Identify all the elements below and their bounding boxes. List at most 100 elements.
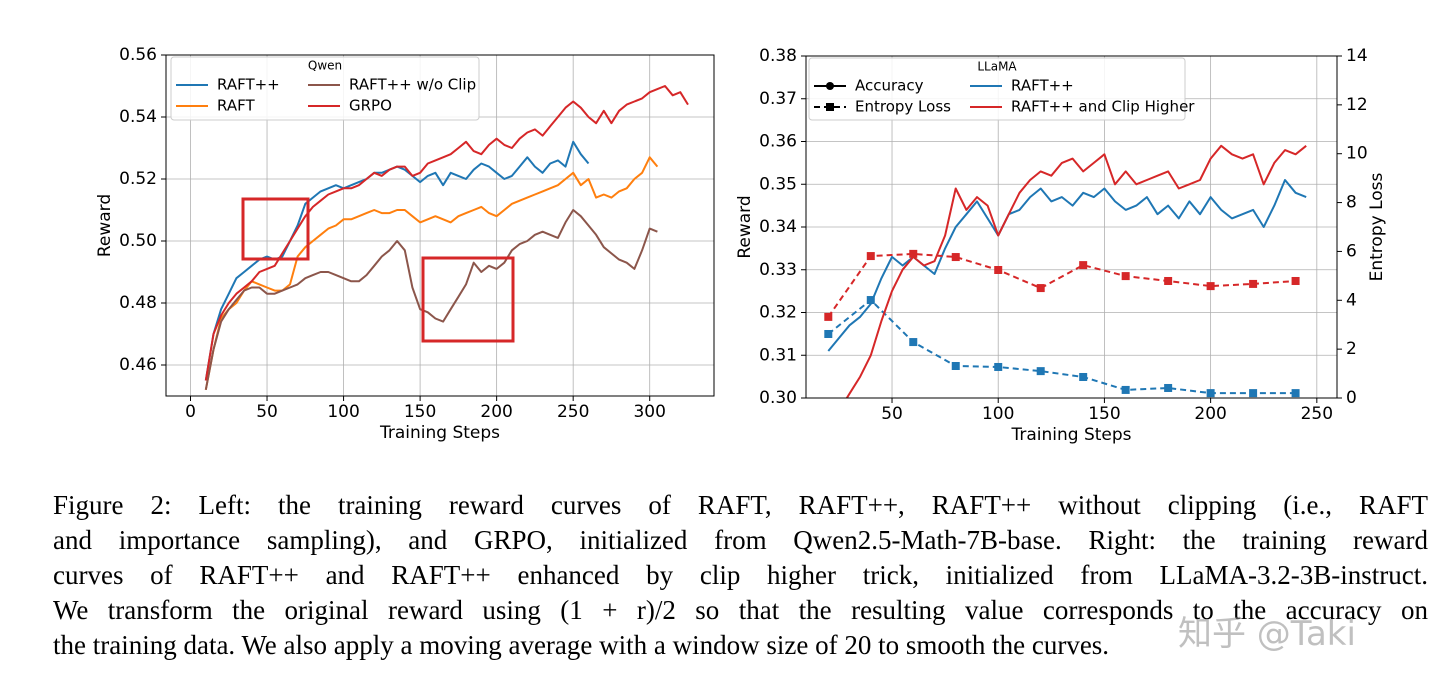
y-tick-label: 0.50 <box>119 231 157 251</box>
legend-box <box>170 56 480 121</box>
y-tick-label: 0.30 <box>759 388 797 408</box>
entropy-marker <box>994 362 1003 371</box>
legend-label: RAFT++ and Clip Higher <box>1011 98 1195 116</box>
y-tick-label: 0.52 <box>119 169 157 189</box>
legend-label: GRPO <box>349 97 392 115</box>
x-tick-label: 200 <box>480 402 512 422</box>
y-tick-label: 0.56 <box>119 45 157 65</box>
legend-label: Entropy Loss <box>855 98 951 116</box>
legend-label: RAFT++ <box>217 76 280 94</box>
entropy-marker <box>824 312 833 321</box>
x-tick-label: 250 <box>1301 404 1333 424</box>
x-tick-label: 100 <box>982 404 1014 424</box>
y2-tick-label: 2 <box>1346 339 1357 359</box>
x-tick-label: 50 <box>881 404 903 424</box>
x-tick-label: 150 <box>1088 404 1120 424</box>
series-line <box>845 144 1307 398</box>
x-tick-label: 50 <box>256 402 278 422</box>
entropy-marker <box>1164 276 1173 285</box>
watermark: 知乎 @Taki <box>1178 614 1356 654</box>
caption-line: and importance sampling), and GRPO, init… <box>53 525 1428 555</box>
y-tick-label: 0.33 <box>759 260 797 280</box>
legend-label: RAFT++ <box>1011 77 1074 95</box>
entropy-marker <box>1206 389 1215 398</box>
y-tick-label: 0.32 <box>759 303 797 323</box>
legend-marker <box>826 82 834 90</box>
entropy-line <box>827 299 1296 395</box>
entropy-marker <box>951 361 960 370</box>
y-tick-label: 0.38 <box>759 46 797 66</box>
y-tick-label: 0.48 <box>119 293 157 313</box>
entropy-marker <box>1249 389 1258 398</box>
entropy-marker <box>866 296 875 305</box>
series-line <box>204 156 659 390</box>
entropy-marker <box>994 265 1003 274</box>
figure: 0 50 100 150 200 250 3000.460.480.500.520.540.… <box>95 45 1387 445</box>
legend-label: RAFT++ w/o Clip <box>349 76 476 94</box>
x-tick-label: 200 <box>1194 404 1226 424</box>
highlight-box <box>421 256 515 343</box>
y-tick-label: 0.37 <box>759 89 797 109</box>
y2-tick-label: 0 <box>1346 388 1357 408</box>
entropy-marker <box>1036 284 1045 293</box>
entropy-marker <box>1206 282 1215 291</box>
y2-tick-label: 6 <box>1346 241 1357 261</box>
x-axis-label: Training Steps <box>379 423 500 443</box>
y2-tick-label: 4 <box>1346 290 1357 310</box>
entropy-marker <box>1079 372 1088 381</box>
caption-line: curves of RAFT++ and RAFT++ enhanced by … <box>53 560 1428 590</box>
entropy-marker <box>951 253 960 262</box>
y2-tick-label: 14 <box>1346 46 1368 66</box>
y2-tick-label: 8 <box>1346 193 1357 213</box>
y-axis-label: Reward <box>95 194 115 257</box>
entropy-marker <box>1291 276 1300 285</box>
entropy-marker <box>1036 367 1045 376</box>
y-axis-label: Reward <box>735 195 755 258</box>
y2-axis-label: Entropy Loss <box>1367 172 1387 281</box>
entropy-marker <box>909 249 918 258</box>
caption-line: the training data. We also apply a movin… <box>53 630 1110 660</box>
y2-tick-label: 10 <box>1346 144 1368 164</box>
caption-line: Figure 2: Left: the training reward curv… <box>53 490 1428 520</box>
entropy-marker <box>866 252 875 261</box>
x-tick-label: 100 <box>327 402 359 422</box>
x-tick-label: 300 <box>633 402 665 422</box>
x-tick-label: 0 <box>185 402 196 422</box>
y-tick-label: 0.31 <box>759 345 797 365</box>
y-tick-label: 0.36 <box>759 132 797 152</box>
y-tick-label: 0.34 <box>759 217 797 237</box>
y-tick-label: 0.35 <box>759 174 797 194</box>
x-tick-label: 250 <box>557 402 589 422</box>
legend-marker <box>826 103 834 111</box>
entropy-marker <box>1121 272 1130 281</box>
caption: Figure 2: Left: the training reward curv… <box>53 488 1428 663</box>
series-line <box>827 179 1307 352</box>
entropy-marker <box>824 329 833 338</box>
series-line <box>204 209 658 390</box>
caption-line: We transform the original reward using (… <box>53 595 1428 625</box>
entropy-marker <box>909 338 918 347</box>
legend-label: RAFT <box>217 97 255 115</box>
legend-title: Qwen <box>308 59 342 73</box>
entropy-marker <box>1121 385 1130 394</box>
series-line <box>204 140 590 381</box>
plot-frame <box>805 55 1338 399</box>
entropy-marker <box>1079 261 1088 270</box>
y-tick-label: 0.46 <box>119 355 157 375</box>
highlight-box <box>241 197 310 261</box>
entropy-marker <box>1291 389 1300 398</box>
entropy-marker <box>1249 279 1258 288</box>
legend-label: Accuracy <box>855 77 924 95</box>
legend-box <box>808 57 1186 121</box>
entropy-marker <box>1164 383 1173 392</box>
entropy-line <box>827 252 1296 318</box>
legend-title: LLaMA <box>977 60 1017 74</box>
x-tick-label: 150 <box>404 402 436 422</box>
y-tick-label: 0.54 <box>119 107 157 127</box>
x-axis-label: Training Steps <box>1010 425 1131 445</box>
y2-tick-label: 12 <box>1346 95 1368 115</box>
plot-frame <box>165 54 715 397</box>
series-line <box>204 85 689 381</box>
